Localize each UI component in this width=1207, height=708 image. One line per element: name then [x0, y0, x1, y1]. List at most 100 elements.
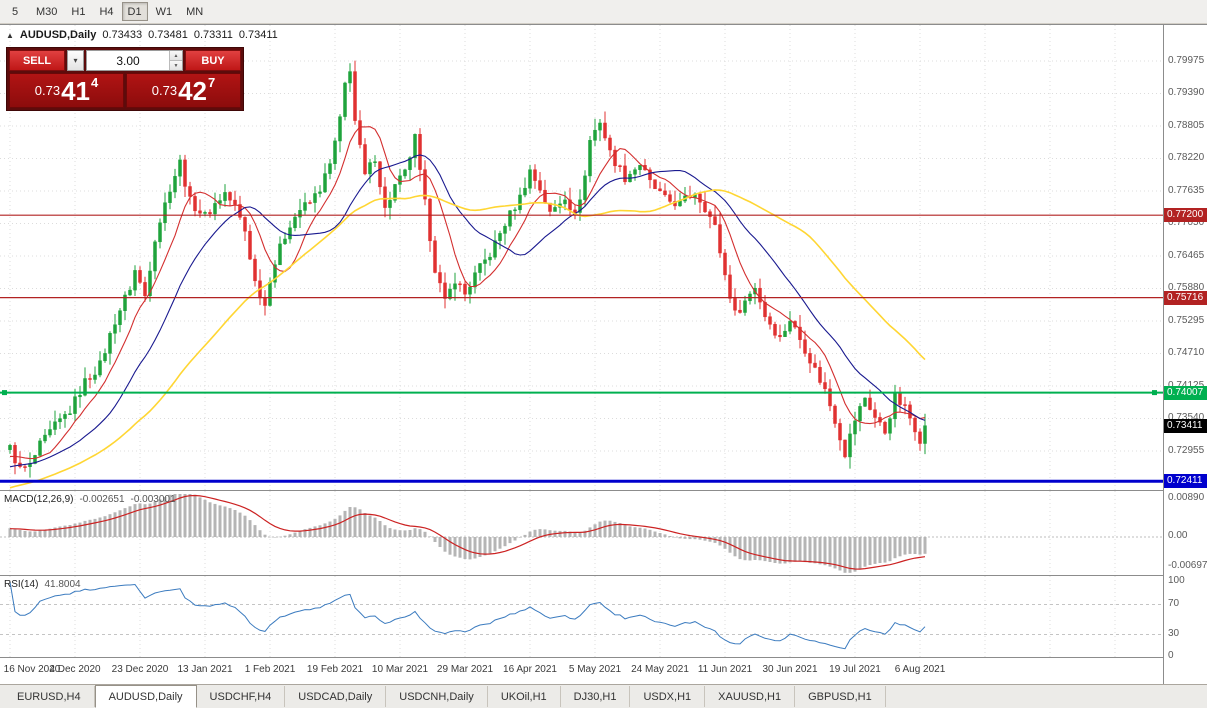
time-axis-label: 4 Dec 2020 — [49, 664, 101, 675]
chart-tab-eurusd[interactable]: EURUSD,H4 — [4, 686, 95, 707]
rsi-header: RSI(14) 41.8004 — [4, 579, 81, 590]
time-axis-label: 19 Feb 2021 — [306, 664, 364, 675]
buy-price-pips: 42 — [178, 75, 207, 106]
current-price-label: 0.73411 — [1164, 419, 1207, 433]
timeframe-button-d1[interactable]: D1 — [121, 2, 148, 21]
ohlc-open-value: 0.73433 — [102, 29, 143, 41]
buy-price-button[interactable]: 0.73 42 7 — [126, 73, 241, 108]
rsi-axis-tick: 100 — [1168, 575, 1185, 586]
time-axis-label: 30 Jun 2021 — [762, 664, 818, 675]
volume-value[interactable]: 3.00 — [116, 53, 140, 68]
price-axis-tick: 0.75295 — [1168, 315, 1205, 326]
sell-button[interactable]: SELL — [9, 50, 65, 71]
timeframe-button-m30[interactable]: M30 — [36, 5, 58, 18]
price-axis-tick: 0.73540 — [1168, 412, 1205, 423]
moving-average-8 — [10, 126, 926, 460]
timeframe-button-h1[interactable]: H1 — [71, 5, 86, 18]
sell-price-point: 4 — [91, 75, 99, 90]
chart-tabs-bar: EURUSD,H4 AUDUSD,Daily USDCHF,H4 USDCAD,Dai… — [0, 684, 1207, 708]
macd-axis-tick: 0.00890 — [1168, 492, 1205, 503]
line-anchor-marker[interactable] — [1152, 390, 1157, 396]
time-axis-label: 29 Mar 2021 — [436, 664, 494, 675]
timeframe-button-w1[interactable]: W1 — [155, 5, 173, 18]
price-axis-tick: 0.75880 — [1168, 282, 1205, 293]
price-line-label: 0.77200 — [1164, 208, 1207, 222]
rsi-axis-tick: 30 — [1168, 628, 1180, 639]
price-axis-tick: 0.79390 — [1168, 87, 1205, 98]
macd-histogram — [8, 494, 927, 573]
chart-tab-ukoil[interactable]: UKOil,H1 — [488, 686, 561, 707]
chart-tab-usdcad[interactable]: USDCAD,Daily — [285, 686, 387, 707]
price-line-label: 0.72411 — [1164, 474, 1207, 488]
one-click-trading-panel: SELL ▾ 3.00 ▲ ▼ BUY 0.73 41 4 0.73 42 7 — [6, 47, 244, 111]
sell-price-button[interactable]: 0.73 41 4 — [9, 73, 124, 108]
macd-signal-line — [9, 494, 926, 570]
time-axis-label: 23 Dec 2020 — [111, 664, 169, 675]
macd-value-signal: -0.003001 — [130, 494, 176, 505]
time-axis-label: 11 Jun 2021 — [697, 664, 753, 675]
rsi-panel-canvas[interactable] — [0, 575, 1163, 657]
chart-window: ▲ AUDUSD,Daily 0.73433 0.73481 0.73311 0… — [0, 24, 1207, 685]
ohlc-low-value: 0.73311 — [193, 29, 233, 41]
volume-stepper: ▲ ▼ — [169, 51, 182, 70]
moving-average-45 — [9, 189, 926, 489]
chart-tab-xauusd[interactable]: XAUUSD,H1 — [705, 686, 796, 707]
rsi-axis-tick: 70 — [1168, 598, 1180, 609]
price-axis-tick: 0.79975 — [1168, 55, 1205, 66]
price-axis-tick: 0.76465 — [1168, 250, 1205, 261]
chart-ohlc-header: ▲ AUDUSD,Daily 0.73433 0.73481 0.73311 0… — [6, 29, 278, 41]
price-axis-tick: 0.78220 — [1168, 152, 1205, 163]
volume-up-icon[interactable]: ▲ — [170, 51, 182, 61]
price-axis-tick: 0.78805 — [1168, 120, 1205, 131]
rsi-value: 41.8004 — [44, 579, 81, 590]
rsi-axis-tick: 0 — [1168, 650, 1174, 661]
chart-tab-usdchf[interactable]: USDCHF,H4 — [197, 686, 286, 707]
macd-axis-tick: 0.00 — [1168, 530, 1188, 541]
time-axis-label: 16 Nov 2020 — [3, 664, 61, 675]
sell-price-pips: 41 — [61, 75, 90, 106]
chart-tab-audusd[interactable]: AUDUSD,Daily — [94, 685, 197, 708]
price-axis[interactable]: 0.79975 0.79390 0.78805 0.78220 0.77635 0.770… — [1163, 25, 1207, 685]
time-axis-label: 6 Aug 2021 — [894, 664, 946, 675]
chart-symbol-label: AUDUSD,Daily — [19, 29, 97, 41]
chart-tab-dj30[interactable]: DJ30,H1 — [561, 686, 631, 707]
ohlc-close-value: 0.73411 — [238, 29, 278, 41]
buy-price-base: 0.73 — [151, 83, 178, 98]
time-axis-label: 16 Apr 2021 — [503, 664, 557, 675]
timeframe-button-mn[interactable]: MN — [186, 5, 204, 18]
macd-header: MACD(12,26,9) -0.002651 -0.003001 — [4, 494, 176, 505]
time-axis-label: 24 May 2021 — [631, 664, 689, 675]
line-anchor-marker[interactable] — [2, 390, 7, 396]
time-axis-label: 1 Feb 2021 — [244, 664, 296, 675]
rsi-name: RSI(14) — [4, 579, 39, 590]
rsi-line — [9, 581, 926, 650]
timeframe-toolbar: 5 M30 H1 H4 D1 W1 MN — [0, 0, 1207, 24]
macd-name: MACD(12,26,9) — [4, 494, 74, 505]
macd-panel-canvas[interactable] — [0, 490, 1163, 575]
timeframe-button-5[interactable]: 5 — [11, 5, 19, 18]
price-axis-tick: 0.77635 — [1168, 185, 1205, 196]
buy-price-point: 7 — [208, 75, 216, 90]
chart-tab-usdcnh[interactable]: USDCNH,Daily — [386, 686, 488, 707]
price-axis-tick: 0.74710 — [1168, 347, 1205, 358]
chevron-down-icon: ▾ — [73, 56, 78, 65]
chart-tab-gbpusd[interactable]: GBPUSD,H1 — [795, 686, 886, 707]
timeframe-button-h4[interactable]: H4 — [99, 5, 114, 18]
macd-axis-tick: -0.00697 — [1168, 560, 1207, 571]
sell-price-base: 0.73 — [34, 83, 61, 98]
volume-down-icon[interactable]: ▼ — [170, 61, 182, 70]
volume-dropdown-button[interactable]: ▾ — [67, 50, 84, 71]
volume-input[interactable]: 3.00 ▲ ▼ — [86, 50, 183, 71]
moving-average-20 — [9, 154, 926, 468]
time-axis-label: 10 Mar 2021 — [371, 664, 429, 675]
price-axis-tick: 0.74125 — [1168, 380, 1204, 392]
time-axis-label: 13 Jan 2021 — [177, 664, 233, 675]
chart-tab-usdx[interactable]: USDX,H1 — [630, 686, 706, 707]
buy-button[interactable]: BUY — [185, 50, 241, 71]
macd-value-main: -0.002651 — [79, 494, 125, 505]
time-axis[interactable]: 16 Nov 2020 4 Dec 2020 23 Dec 2020 13 Jan 2… — [0, 657, 1163, 685]
collapse-panel-icon[interactable]: ▲ — [6, 30, 14, 40]
price-line-label: 0.75716 — [1164, 291, 1207, 305]
ohlc-high-value: 0.73481 — [148, 29, 188, 41]
price-axis-tick: 0.77050 — [1168, 217, 1205, 228]
